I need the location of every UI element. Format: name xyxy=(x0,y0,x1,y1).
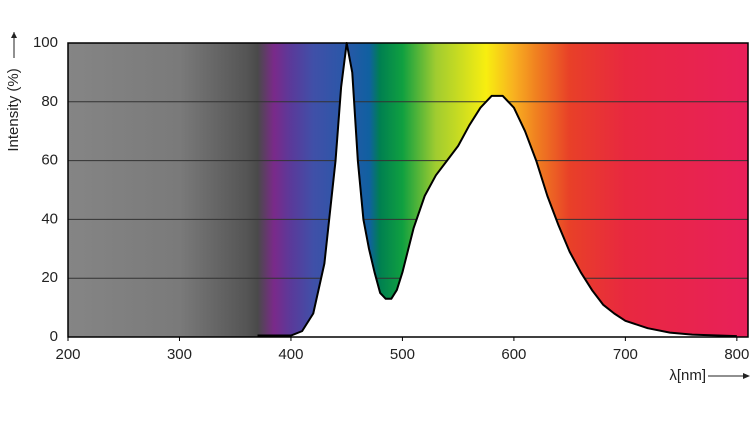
marks xyxy=(257,42,748,338)
axis-arrow-head xyxy=(743,373,750,379)
x-tick-label: 500 xyxy=(390,346,415,363)
x-tick-label: 200 xyxy=(55,346,80,363)
y-tick-label: 40 xyxy=(41,210,58,227)
y-axis-title: Intensity (%) xyxy=(5,32,22,152)
plot-frame xyxy=(67,42,749,338)
y-tick-label: 0 xyxy=(50,328,58,345)
y-axis-label: Intensity (%) xyxy=(5,68,22,151)
axis-arrow-head xyxy=(11,32,17,38)
x-tick-label: 700 xyxy=(613,346,638,363)
area-under-curve xyxy=(257,43,748,337)
y-tick-label: 20 xyxy=(41,269,58,286)
spectrum-line xyxy=(257,42,737,338)
y-tick-label: 60 xyxy=(41,152,58,169)
x-tick-label: 400 xyxy=(278,346,303,363)
x-tick-label: 300 xyxy=(167,346,192,363)
y-tick-label: 100 xyxy=(33,34,58,51)
x-tick-label: 600 xyxy=(501,346,526,363)
y-tick-label: 80 xyxy=(41,93,58,110)
x-tick-label: 800 xyxy=(724,346,749,363)
x-axis-label: λ[nm] xyxy=(669,367,706,384)
